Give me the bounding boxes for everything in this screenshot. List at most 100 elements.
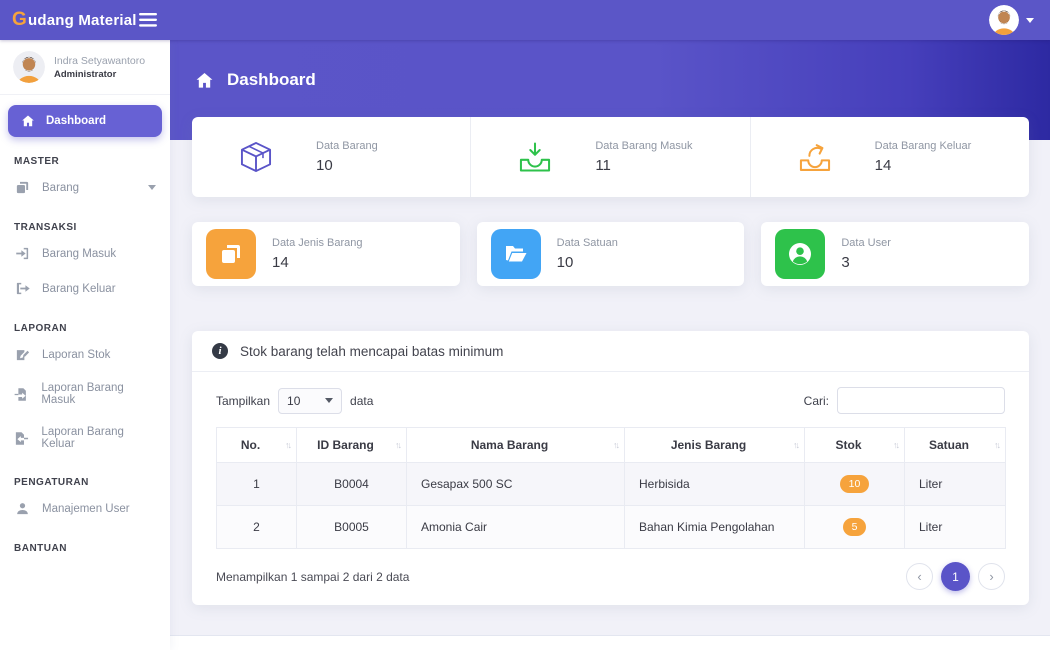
stat-value: 14 xyxy=(874,157,892,174)
stat-label: Data Barang xyxy=(316,140,378,152)
tiles-row: Data Jenis Barang 14 Data Satuan 10 Da xyxy=(192,222,1030,286)
stat-value: 11 xyxy=(595,157,611,174)
sort-icon: ↑↓ xyxy=(793,440,800,450)
sidebar-item-label: Barang xyxy=(42,181,80,194)
pustaka-koding-link[interactable]: Pustaka Koding xyxy=(840,648,924,650)
cell-satuan: Liter xyxy=(904,505,1006,549)
col-header-id-barang[interactable]: ID Barang ↑↓ xyxy=(296,427,407,463)
content: Data Barang 10 Data Barang Masuk 11 Da xyxy=(170,117,1050,605)
avatar xyxy=(13,51,45,83)
min-stock-panel: i Stok barang telah mencapai batas minim… xyxy=(192,331,1029,605)
min-stock-table: No. ↑↓ ID Barang ↑↓ Nama Barang ↑↓ Jenis Ba… xyxy=(216,427,1006,549)
sidebar-user: Indra Setyawantoro Administrator xyxy=(0,40,170,95)
page-length-control: Tampilkan 10 data xyxy=(216,387,373,414)
stat-data-barang: Data Barang 10 xyxy=(192,117,470,197)
copyright-prefix: Copyright © 2021 - xyxy=(735,648,839,650)
sidebar-item-label: Laporan Barang Masuk xyxy=(41,382,124,406)
page-title-text: Dashboard xyxy=(227,70,316,89)
sidebar-item-laporan-stok[interactable]: Laporan Stok xyxy=(0,337,170,372)
chevron-down-icon xyxy=(148,185,156,190)
folder-icon xyxy=(490,229,541,279)
length-label-before: Tampilkan xyxy=(216,393,271,408)
user-role: Administrator xyxy=(54,68,117,80)
home-icon xyxy=(195,71,214,90)
sign-in-icon xyxy=(14,246,30,261)
stat-label: Data Jenis Barang xyxy=(272,237,363,249)
stat-label: Data Barang Keluar xyxy=(874,140,972,152)
main-area: Dashboard Data Barang 10 Data Barang Mas… xyxy=(170,0,1050,650)
sidebar-heading-transaksi: TRANSAKSI xyxy=(14,222,77,233)
sort-icon: ↑↓ xyxy=(285,440,292,450)
stats-strip: Data Barang 10 Data Barang Masuk 11 Da xyxy=(192,117,1029,197)
sidebar-item-laporan-barang-masuk[interactable]: Laporan Barang Masuk xyxy=(0,372,170,416)
brand-text: udang Material xyxy=(27,12,137,29)
page-length-select[interactable]: 10 xyxy=(278,387,343,414)
table-info: Menampilkan 1 sampai 2 dari 2 data xyxy=(216,569,410,584)
stat-value: 10 xyxy=(556,254,574,271)
table-header-row: No. ↑↓ ID Barang ↑↓ Nama Barang ↑↓ Jenis Ba… xyxy=(216,427,1006,463)
cell-jenis-barang: Bahan Kimia Pengolahan xyxy=(624,505,805,549)
copyright-suffix: . All rights reserved. xyxy=(924,648,1029,650)
user-icon xyxy=(14,501,30,516)
search-label: Cari: xyxy=(803,393,829,408)
user-menu[interactable] xyxy=(989,5,1050,35)
col-header-nama-barang[interactable]: Nama Barang ↑↓ xyxy=(406,427,625,463)
sort-icon: ↑↓ xyxy=(395,440,402,450)
layers-icon xyxy=(14,180,30,195)
sidebar: Indra Setyawantoro Administrator Dashboa… xyxy=(0,40,170,650)
cell-satuan: Liter xyxy=(904,462,1006,506)
stat-label: Data Satuan xyxy=(556,237,618,249)
cell-no: 1 xyxy=(216,462,297,506)
avatar xyxy=(989,5,1019,35)
panel-header: i Stok barang telah mencapai batas minim… xyxy=(192,331,1029,372)
sidebar-item-label: Laporan Stok xyxy=(42,348,111,361)
table-row[interactable]: 1 B0004 Gesapax 500 SC Herbisida 10 Lite… xyxy=(216,462,1006,506)
col-header-stok[interactable]: Stok ↑↓ xyxy=(804,427,905,463)
home-icon xyxy=(21,114,35,128)
stat-value: 10 xyxy=(316,157,333,174)
sort-icon: ↑↓ xyxy=(893,440,900,450)
sign-out-icon xyxy=(14,281,30,296)
sidebar-item-barang-keluar[interactable]: Barang Keluar xyxy=(0,271,170,306)
table-controls: Tampilkan 10 data Cari: xyxy=(216,387,1005,414)
col-header-satuan[interactable]: Satuan ↑↓ xyxy=(904,427,1006,463)
col-header-jenis-barang[interactable]: Jenis Barang ↑↓ xyxy=(624,427,805,463)
brand-initial: G xyxy=(12,9,27,30)
cell-id-barang: B0005 xyxy=(296,505,407,549)
tile-data-satuan: Data Satuan 10 xyxy=(476,222,745,286)
page-length-value: 10 xyxy=(287,393,301,408)
sidebar-item-manajemen-user[interactable]: Manajemen User xyxy=(0,491,170,526)
search-control: Cari: xyxy=(804,387,1005,414)
sort-icon: ↑↓ xyxy=(994,440,1001,450)
pagination-page-1-button[interactable]: 1 xyxy=(941,562,970,591)
tile-data-user: Data User 3 xyxy=(761,222,1030,286)
pagination-next-button[interactable]: › xyxy=(978,563,1005,590)
cell-jenis-barang: Herbisida xyxy=(624,462,805,506)
cell-no: 2 xyxy=(216,505,297,549)
layers-icon xyxy=(206,229,256,279)
alert-text: Stok barang telah mencapai batas minimum xyxy=(240,343,504,359)
sidebar-heading-pengaturan: PENGATURAN xyxy=(14,477,89,488)
search-input[interactable] xyxy=(837,387,1005,414)
box-icon xyxy=(238,139,274,175)
stock-badge: 5 xyxy=(842,518,867,536)
tile-data-jenis-barang: Data Jenis Barang 14 xyxy=(192,222,460,286)
page-title: Dashboard xyxy=(170,40,1050,90)
col-header-no[interactable]: No. ↑↓ xyxy=(216,427,297,463)
cell-id-barang: B0004 xyxy=(296,462,407,506)
cell-nama-barang: Gesapax 500 SC xyxy=(406,462,625,506)
sidebar-item-label: Manajemen User xyxy=(42,502,130,515)
sidebar-item-barang-masuk[interactable]: Barang Masuk xyxy=(0,236,170,271)
stat-label: Data Barang Masuk xyxy=(595,140,693,152)
chevron-down-icon xyxy=(325,398,334,403)
hamburger-icon[interactable] xyxy=(139,13,157,27)
sidebar-item-laporan-barang-keluar[interactable]: Laporan Barang Keluar xyxy=(0,416,170,460)
file-in-icon xyxy=(14,387,29,402)
sidebar-item-dashboard[interactable]: Dashboard xyxy=(8,105,162,137)
table-row[interactable]: 2 B0005 Amonia Cair Bahan Kimia Pengolah… xyxy=(216,505,1006,549)
sidebar-item-barang[interactable]: Barang xyxy=(0,170,170,205)
stat-data-barang-keluar: Data Barang Keluar 14 xyxy=(749,117,1029,197)
pagination-prev-button[interactable]: ‹ xyxy=(906,563,933,590)
